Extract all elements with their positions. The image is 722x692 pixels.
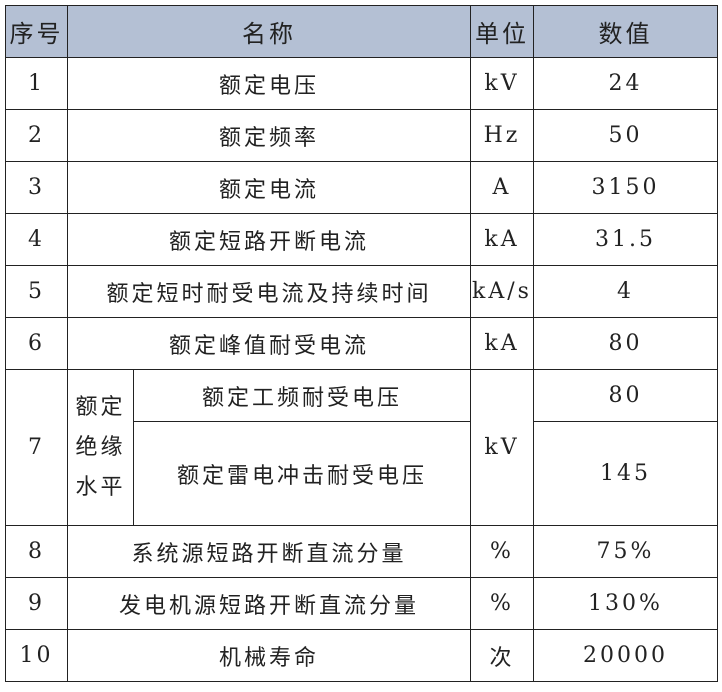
cell-no: 5 — [5, 265, 68, 318]
table-row: 额定雷电冲击耐受电压 145 — [6, 421, 718, 526]
cell-name: 额定电流 — [67, 161, 471, 214]
cell-unit: kA — [470, 213, 534, 266]
cell-no: 4 — [5, 213, 68, 266]
cell-value: 145 — [533, 421, 718, 526]
group-line: 绝缘 — [75, 434, 126, 460]
cell-name: 额定电压 — [67, 57, 471, 110]
table-row: 4 额定短路开断电流 kA 31.5 — [5, 213, 718, 266]
cell-name: 额定短路开断电流 — [67, 213, 471, 266]
cell-value: 31.5 — [533, 213, 718, 266]
cell-value: 130% — [533, 577, 718, 630]
cell-group: 额定 绝缘 水平 — [67, 369, 134, 526]
cell-no: 6 — [5, 317, 68, 370]
header-name: 名称 — [67, 5, 471, 58]
cell-unit: % — [470, 525, 534, 578]
cell-value: 80 — [533, 369, 718, 422]
cell-name: 额定短时耐受电流及持续时间 — [67, 265, 471, 318]
cell-value: 4 — [533, 265, 718, 318]
cell-no: 9 — [5, 577, 68, 630]
cell-value: 75% — [533, 525, 718, 578]
table-row: 9 发电机源短路开断直流分量% 130% — [5, 577, 718, 630]
cell-name: 额定峰值耐受电流 — [67, 317, 471, 370]
table-row: 10 机械寿命次 20000 — [5, 629, 718, 682]
cell-unit: Hz — [470, 109, 534, 162]
table-row: 5 额定短时耐受电流及持续时间 kA/s 4 — [5, 265, 718, 318]
cell-unit: kV — [470, 369, 534, 526]
header-unit: 单位 — [470, 5, 534, 58]
cell-no: 7 — [5, 369, 68, 526]
cell-unit: A — [470, 161, 534, 214]
cell-name: 额定频率 — [67, 109, 471, 162]
table-row: 2 额定频率 Hz 50 — [5, 109, 718, 162]
table-row: 8 系统源短路开断直流分量% 75% — [5, 525, 718, 578]
cell-unit: kA — [470, 317, 534, 370]
cell-no: 2 — [5, 109, 68, 162]
group-line: 额定 — [75, 394, 126, 420]
cell-no: 3 — [5, 161, 68, 214]
cell-name: 系统源短路开断直流分量 — [67, 525, 471, 578]
header-value: 数值 — [533, 5, 718, 58]
cell-unit: kV — [470, 57, 534, 110]
cell-name: 额定工频耐受电压 — [133, 369, 471, 422]
table-row: 7 额定绝缘水平 额定工频耐受电压 kV 80 — [5, 369, 718, 526]
cell-name: 发电机源短路开断直流分量 — [67, 577, 471, 630]
cell-unit: 次 — [470, 629, 534, 682]
table-row: 6 额定峰值耐受电流 kA 80 — [5, 317, 718, 370]
cell-value: 20000 — [533, 629, 718, 682]
cell-name: 额定雷电冲击耐受电压 — [133, 421, 471, 526]
header-no: 序号 — [5, 5, 68, 58]
cell-no: 10 — [5, 629, 68, 682]
cell-value: 80 — [533, 317, 718, 370]
cell-unit: % — [470, 577, 534, 630]
group-line: 水平 — [75, 474, 126, 500]
cell-value: 3150 — [533, 161, 718, 214]
header-row: 序号 名称 单位 数值 — [5, 5, 718, 58]
cell-no: 1 — [5, 57, 68, 110]
cell-no: 8 — [5, 525, 68, 578]
table-row: 1 额定电压 kV 24 — [5, 57, 718, 110]
parameter-table: 序号 名称 单位 数值 1 额定电压 kV 24 2 额定频率 Hz 50 3 额定电流 A 3150… — [5, 5, 718, 682]
cell-value: 50 — [533, 109, 718, 162]
cell-unit: kA/s — [470, 265, 534, 318]
cell-value: 24 — [533, 57, 718, 110]
cell-name: 机械寿命 — [67, 629, 471, 682]
table-row: 3 额定电流 A 3150 — [5, 161, 718, 214]
